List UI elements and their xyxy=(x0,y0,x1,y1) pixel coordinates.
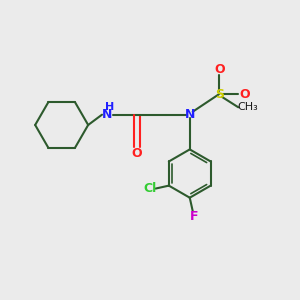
Text: O: O xyxy=(214,62,224,76)
Text: F: F xyxy=(190,210,198,223)
Text: H: H xyxy=(105,102,114,112)
Text: O: O xyxy=(239,88,250,100)
Text: O: O xyxy=(131,147,142,160)
Text: S: S xyxy=(215,88,224,100)
Text: N: N xyxy=(184,108,195,121)
Text: N: N xyxy=(102,108,112,121)
Text: CH₃: CH₃ xyxy=(237,102,258,112)
Text: Cl: Cl xyxy=(143,182,156,195)
